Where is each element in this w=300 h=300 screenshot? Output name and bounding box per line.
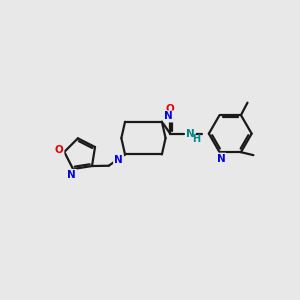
Text: N: N: [164, 111, 173, 122]
Text: H: H: [192, 134, 200, 144]
Text: N: N: [67, 170, 76, 180]
Text: N: N: [217, 154, 225, 164]
Text: N: N: [186, 129, 195, 139]
Text: N: N: [114, 155, 123, 165]
Text: O: O: [166, 104, 175, 114]
Text: O: O: [55, 146, 63, 155]
